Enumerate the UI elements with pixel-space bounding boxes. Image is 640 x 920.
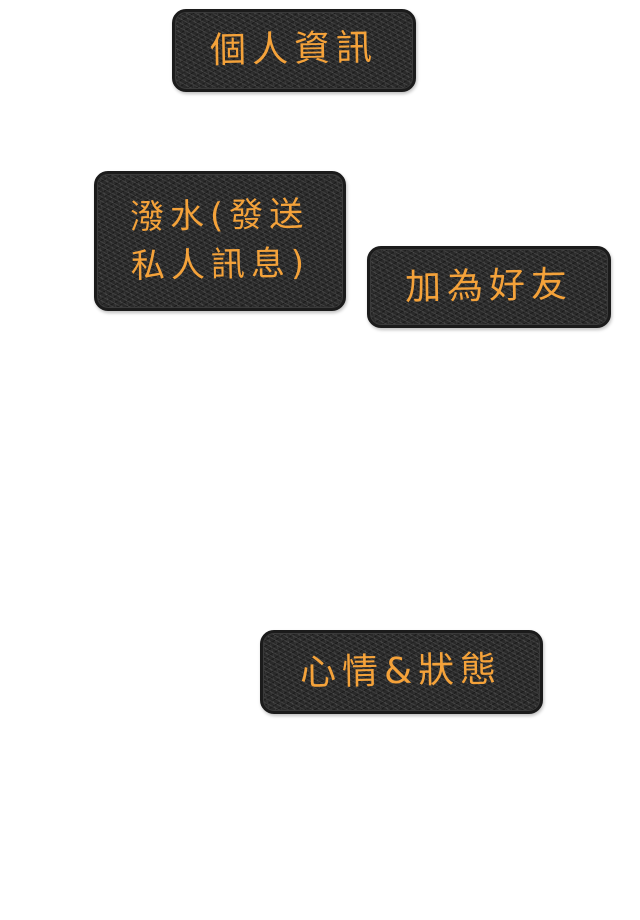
profile-info-button[interactable]: 個人資訊 xyxy=(172,9,416,92)
add-friend-label: 加為好友 xyxy=(404,264,574,309)
mood-status-button[interactable]: 心情&狀態 xyxy=(260,630,543,714)
send-private-message-label: 潑水(發送私人訊息) xyxy=(129,194,311,287)
add-friend-button[interactable]: 加為好友 xyxy=(367,246,611,328)
send-private-message-button[interactable]: 潑水(發送私人訊息) xyxy=(94,171,346,311)
profile-info-label: 個人資訊 xyxy=(209,27,379,72)
mood-status-label: 心情&狀態 xyxy=(300,649,503,694)
